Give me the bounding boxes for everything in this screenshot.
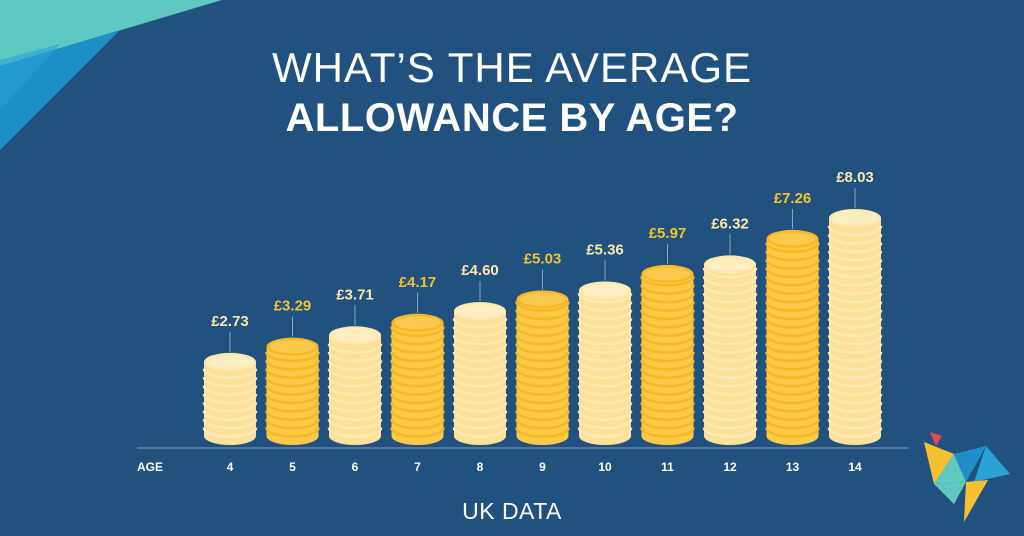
x-tick-label-7: 7 <box>414 460 421 474</box>
x-tick-label-13: 13 <box>786 460 800 474</box>
bar-coin-stack-7 <box>390 313 445 445</box>
value-label-10: £5.36 <box>586 241 624 258</box>
x-tick-label-12: 12 <box>723 460 737 474</box>
origami-bird-icon <box>924 432 1010 522</box>
value-label-7: £4.17 <box>399 274 437 291</box>
bar-coin-stack-14 <box>827 209 883 445</box>
x-tick-label-11: 11 <box>661 460 674 474</box>
bar-coin-stack-10 <box>577 281 633 445</box>
x-axis-label: AGE <box>137 460 163 474</box>
value-label-9: £5.03 <box>524 250 562 267</box>
bar-coin-stack-13 <box>765 229 820 445</box>
x-tick-label-8: 8 <box>477 460 484 474</box>
x-tick-label-5: 5 <box>289 460 296 474</box>
title-line-1: WHAT’S THE AVERAGE <box>271 44 753 91</box>
value-label-13: £7.26 <box>774 190 812 207</box>
x-tick-label-6: 6 <box>352 460 359 474</box>
bar-coin-stack-11 <box>640 264 695 445</box>
bar-coin-stack-5 <box>265 337 320 445</box>
value-label-5: £3.29 <box>274 298 312 315</box>
value-label-14: £8.03 <box>836 169 874 186</box>
x-tick-label-4: 4 <box>227 460 234 474</box>
bar-coin-stack-8 <box>452 302 508 445</box>
footer-label: UK DATA <box>462 498 562 524</box>
bar-coin-stack-9 <box>515 290 570 445</box>
title-line-2: ALLOWANCE BY AGE? <box>285 96 739 140</box>
bar-coin-stack-4 <box>202 352 258 445</box>
value-label-11: £5.97 <box>649 225 687 242</box>
x-tick-label-9: 9 <box>539 460 546 474</box>
value-label-6: £3.71 <box>336 286 374 303</box>
x-tick-label-10: 10 <box>598 460 612 474</box>
value-label-4: £2.73 <box>211 313 249 330</box>
value-label-8: £4.60 <box>461 262 499 279</box>
bar-coin-stack-6 <box>327 326 383 445</box>
bar-coin-stack-12 <box>702 255 758 445</box>
x-tick-label-14: 14 <box>848 460 862 474</box>
value-label-12: £6.32 <box>711 215 749 232</box>
